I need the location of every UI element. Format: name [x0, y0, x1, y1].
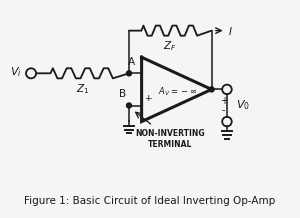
Text: B: B — [118, 89, 126, 99]
Text: $A_V=-\infty$: $A_V=-\infty$ — [158, 86, 197, 99]
Text: -: - — [222, 105, 225, 115]
Text: $V_0$: $V_0$ — [236, 98, 250, 112]
Circle shape — [127, 71, 131, 76]
Text: $Z_1$: $Z_1$ — [76, 82, 89, 96]
Text: +: + — [220, 96, 228, 106]
Circle shape — [209, 87, 214, 92]
Text: Figure 1: Basic Circuit of Ideal Inverting Op-Amp: Figure 1: Basic Circuit of Ideal Inverti… — [24, 196, 276, 206]
Text: NON-INVERTING: NON-INVERTING — [135, 129, 204, 138]
Text: A: A — [128, 57, 135, 67]
Text: TERMINAL: TERMINAL — [147, 140, 192, 149]
Text: $Z_F$: $Z_F$ — [164, 40, 177, 53]
Text: +: + — [144, 94, 151, 103]
Text: $V_i$: $V_i$ — [11, 65, 22, 79]
Text: $I$: $I$ — [228, 25, 233, 37]
Circle shape — [127, 103, 131, 108]
